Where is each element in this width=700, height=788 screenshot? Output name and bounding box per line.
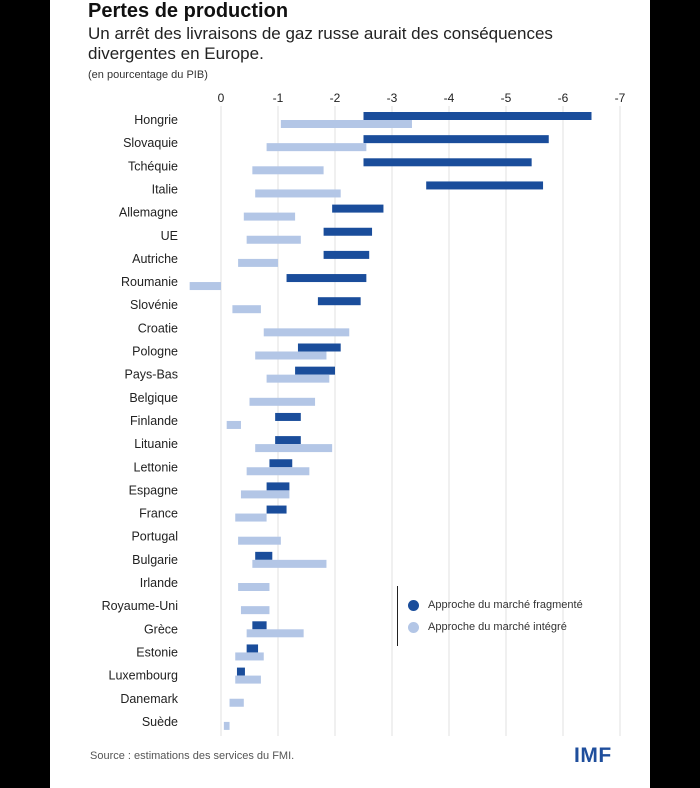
bar-integrated [240,490,290,499]
category-label: Grèce [144,622,178,636]
bar-fragmented [363,135,549,144]
category-label: Allemagne [119,206,178,220]
category-label: France [139,507,178,521]
category-label: Luxembourg [109,669,179,683]
x-tick-label: -4 [444,91,455,105]
x-tick-label: -1 [273,91,284,105]
bar-fragmented [317,297,361,306]
bar-integrated [246,629,304,638]
category-label: Belgique [129,391,178,405]
imf-logo: IMF [574,744,612,767]
legend-label-fragmented: Approche du marché fragmenté [428,599,583,611]
bar-fragmented [266,482,290,491]
bar-integrated [243,212,296,221]
category-label: Croatie [138,321,178,335]
bar-integrated [249,397,316,406]
bar-fragmented [297,343,341,352]
category-label: Irlande [140,576,178,590]
category-label: Bulgarie [132,553,178,567]
x-tick-label: 0 [218,91,225,105]
category-label: Espagne [129,483,178,497]
category-label: Pays-Bas [125,368,179,382]
category-label: Slovénie [130,298,178,312]
bar-fragmented [252,621,267,630]
source-note: Source : estimations des services du FMI… [90,750,295,762]
bar-fragmented [286,274,367,283]
unit-label: (en pourcentage du PIB) [88,69,208,81]
bar-integrated [255,444,333,453]
bar-fragmented [323,227,373,236]
bar-integrated [266,374,330,383]
bar-fragmented [363,158,532,167]
category-label: Tchéquie [128,159,178,173]
x-tick-label: -7 [615,91,626,105]
bar-fragmented [363,112,592,120]
bar-fragmented [246,644,259,653]
legend-item-fragmented: Approche du marché fragmenté [408,597,583,613]
category-label: Lettonie [134,460,179,474]
x-tick-label: -2 [330,91,341,105]
bar-integrated [238,583,270,591]
bar-integrated [229,698,244,707]
bar-integrated [263,328,350,337]
bar-integrated [235,513,267,522]
bar-integrated [238,536,281,545]
category-label: Royaume-Uni [102,599,178,613]
bar-chart: 0 -1 -2 -3 -4 -5 -6 -7 Hongrie Slovaquie Tchéquie I… [102,91,626,736]
category-label: Lituanie [134,437,178,451]
bar-integrated [226,420,241,429]
bar-fragmented [295,366,335,375]
legend-label-integrated: Approche du marché intégré [428,621,567,633]
category-label: Estonie [136,645,178,659]
category-label: Hongrie [134,113,178,127]
bar-fragmented [275,436,301,445]
bar-integrated [189,282,221,291]
category-label: Pologne [132,345,178,359]
legend-swatch-fragmented [408,599,419,611]
category-label: Finlande [130,414,178,428]
chart-title: Pertes de production [88,0,289,22]
bar-fragmented [236,667,245,676]
bar-fragmented [426,181,544,190]
bar-fragmented [255,551,273,560]
category-label: Suède [142,715,178,729]
bar-fragmented [275,412,301,421]
legend: Approche du marché fragmenté Approche du… [397,586,628,646]
bar-fragmented [323,250,370,259]
bar-integrated [240,606,270,615]
bar-integrated [252,559,327,568]
x-tick-label: -5 [501,91,512,105]
bar-integrated [235,652,264,661]
category-label: Roumanie [121,275,178,289]
bar-fragmented [332,204,384,213]
legend-swatch-integrated [408,621,419,633]
bar-integrated [246,235,301,244]
bar-integrated [266,143,367,152]
bar-integrated [223,721,230,730]
bar-integrated [255,189,341,198]
bar-integrated [280,120,412,128]
chart-card: Pertes de production Un arrêt des livrai… [50,0,650,788]
legend-item-integrated: Approche du marché intégré [408,619,567,635]
category-label: Slovaquie [123,136,178,150]
category-label: Italie [152,182,178,196]
bar-integrated [232,305,261,314]
x-tick-label: -6 [558,91,569,105]
bar-fragmented [269,459,293,468]
bar-integrated [235,675,261,684]
bar-integrated [246,467,310,476]
bar-integrated [255,351,327,360]
chart-subtitle: Un arrêt des livraisons de gaz russe aur… [88,24,553,63]
x-tick-label: -3 [387,91,398,105]
category-label: Danemark [120,692,178,706]
bar-integrated [252,166,324,175]
bar-fragmented [266,505,287,514]
bar-integrated [238,258,278,267]
category-label: Portugal [131,530,178,544]
category-label: Autriche [132,252,178,266]
category-label: UE [161,229,178,243]
